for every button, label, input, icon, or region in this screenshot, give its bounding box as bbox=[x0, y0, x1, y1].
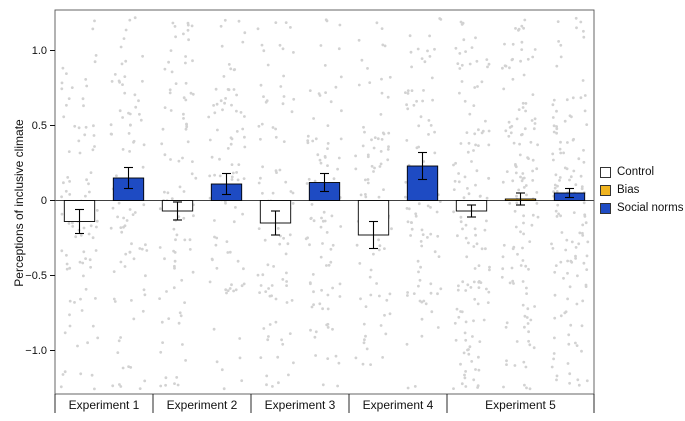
x-category-label-3: Experiment 3 bbox=[265, 398, 336, 412]
y-tick-label: 0.5 bbox=[32, 120, 47, 132]
legend-item-social-norms: Social norms bbox=[600, 202, 683, 214]
legend: Control Bias Social norms bbox=[600, 166, 683, 214]
y-tick-label: −1.0 bbox=[25, 345, 47, 357]
x-category-label-2: Experiment 2 bbox=[167, 398, 238, 412]
y-axis-label: Perceptions of inclusive climate bbox=[12, 119, 26, 287]
legend-swatch-social-norms bbox=[600, 202, 611, 214]
legend-label-social-norms: Social norms bbox=[617, 202, 684, 214]
y-axis: 1.0 0.5 0 −0.5 −1.0 bbox=[25, 45, 55, 357]
legend-item-bias: Bias bbox=[600, 184, 683, 196]
legend-label-bias: Bias bbox=[617, 184, 640, 196]
y-tick-label: 0 bbox=[41, 195, 47, 207]
x-category-label-4: Experiment 4 bbox=[363, 398, 434, 412]
legend-swatch-bias bbox=[600, 184, 611, 196]
bar-control-4 bbox=[357, 200, 390, 236]
y-tick-label: −0.5 bbox=[25, 270, 47, 282]
plot-border bbox=[54, 9, 595, 395]
legend-label-control: Control bbox=[617, 166, 655, 178]
scatter-points bbox=[59, 16, 590, 391]
x-axis: Experiment 1 Experiment 2 Experiment 3 Expe… bbox=[54, 394, 595, 413]
legend-swatch-control bbox=[600, 166, 611, 178]
y-tick-label: 1.0 bbox=[32, 45, 47, 57]
x-category-label-1: Experiment 1 bbox=[69, 398, 140, 412]
x-category-label-5: Experiment 5 bbox=[485, 398, 556, 412]
error-bars bbox=[75, 151, 574, 250]
legend-item-control: Control bbox=[600, 166, 683, 178]
